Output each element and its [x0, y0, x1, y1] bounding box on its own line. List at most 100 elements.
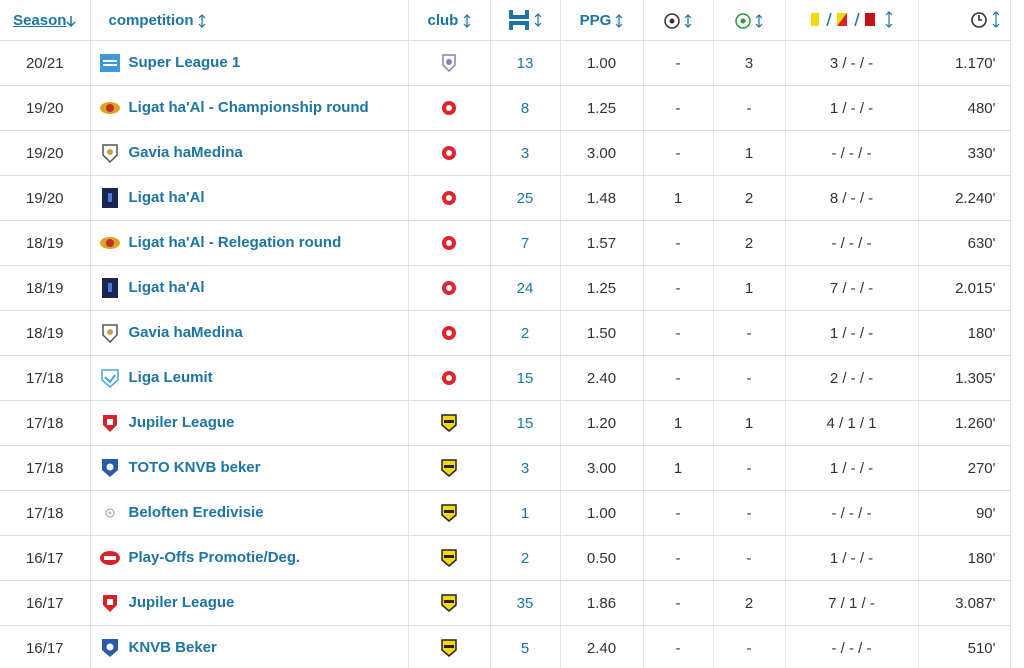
sort-cards[interactable] [785, 0, 919, 41]
competition-cell[interactable]: Super League 1 [90, 40, 409, 86]
table-row: 18/19 Ligat ha'Al - Relegation round 7 1.57… [0, 220, 1011, 266]
appearances-cell[interactable]: 7 [490, 220, 561, 266]
competition-text: Play-Offs Promotie/Deg. [128, 548, 301, 566]
competition-cell[interactable]: Gavia haMedina [90, 130, 409, 176]
appearances-cell[interactable]: 15 [490, 355, 561, 401]
assists-text: - [746, 99, 752, 117]
sort-season[interactable]: Season [0, 0, 91, 41]
competition-cell[interactable]: Play-Offs Promotie/Deg. [90, 535, 409, 581]
assists-text: - [746, 639, 752, 657]
competition-logo [101, 459, 118, 477]
appearances-cell[interactable]: 24 [490, 265, 561, 311]
appearances-cell[interactable]: 5 [490, 625, 561, 668]
appearances-cell[interactable]: 13 [490, 40, 561, 86]
appearances-cell[interactable]: 3 [490, 445, 561, 491]
competition-cell[interactable]: KNVB Beker [90, 625, 409, 668]
club-cell[interactable] [408, 580, 491, 626]
sort-minutes[interactable] [918, 0, 1011, 41]
cards-cell: - / - / - [785, 490, 919, 536]
header-label: club [427, 11, 459, 29]
competition-text: Jupiler League [128, 593, 235, 611]
appearances-cell[interactable]: 2 [490, 535, 561, 581]
club-cell[interactable] [408, 265, 491, 311]
club-cell[interactable] [408, 40, 491, 86]
competition-logo [99, 237, 120, 249]
cards-text: - / - / - [831, 504, 872, 522]
appearances-cell[interactable]: 25 [490, 175, 561, 221]
club-cell[interactable] [408, 175, 491, 221]
competition-logo [99, 54, 120, 72]
sort-appearances[interactable] [490, 0, 561, 41]
season-text: 19/20 [25, 189, 64, 207]
competition-cell[interactable]: Ligat ha'Al [90, 265, 409, 311]
competition-cell[interactable]: Ligat ha'Al - Relegation round [90, 220, 409, 266]
minutes-cell: 2.240' [918, 175, 1011, 221]
assists-cell: 2 [713, 220, 786, 266]
club-cell[interactable] [408, 310, 491, 356]
club-cell[interactable] [408, 130, 491, 176]
appearances-cell[interactable]: 35 [490, 580, 561, 626]
competition-cell[interactable]: Liga Leumit [90, 355, 409, 401]
goals-text: 1 [673, 414, 683, 432]
sort-club[interactable]: club [408, 0, 491, 41]
appearances-text: 3 [520, 144, 530, 162]
goals-text: - [675, 594, 681, 612]
competition-text: KNVB Beker [128, 638, 217, 656]
cards-text: 1 / - / - [829, 549, 874, 567]
club-logo [441, 639, 457, 657]
competition-cell[interactable]: Jupiler League [90, 580, 409, 626]
goals-cell: - [643, 625, 714, 668]
club-logo [442, 236, 456, 250]
sort-competition[interactable]: competition [90, 0, 409, 41]
ppg-text: 2.40 [586, 639, 617, 657]
sort-ppg[interactable]: PPG [560, 0, 644, 41]
appearances-cell[interactable]: 1 [490, 490, 561, 536]
cards-text: - / - / - [831, 234, 872, 252]
club-cell[interactable] [408, 490, 491, 536]
competition-cell[interactable]: Jupiler League [90, 400, 409, 446]
table-row: 16/17 KNVB Beker 5 2.40 - - - / - / - 510' [0, 625, 1011, 668]
sort-assists[interactable] [713, 0, 786, 41]
club-cell[interactable] [408, 355, 491, 401]
goals-cell: - [643, 130, 714, 176]
table-row: 17/18 Liga Leumit 15 2.40 - - 2 / - / - 1.305' [0, 355, 1011, 401]
goals-text: - [675, 504, 681, 522]
assists-cell: - [713, 85, 786, 131]
club-cell[interactable] [408, 535, 491, 581]
minutes-text: 90' [975, 504, 996, 522]
goals-cell: - [643, 355, 714, 401]
sort-goals[interactable] [643, 0, 714, 41]
appearances-text: 15 [516, 369, 534, 387]
appearances-cell[interactable]: 8 [490, 85, 561, 131]
appearances-cell[interactable]: 15 [490, 400, 561, 446]
club-cell[interactable] [408, 220, 491, 266]
competition-cell[interactable]: Beloften Eredivisie [90, 490, 409, 536]
ppg-text: 2.40 [586, 369, 617, 387]
season-cell: 17/18 [0, 400, 91, 446]
cards-cell: - / - / - [785, 130, 919, 176]
competition-text: Ligat ha'Al [128, 188, 205, 206]
season-cell: 19/20 [0, 130, 91, 176]
competition-cell[interactable]: Gavia haMedina [90, 310, 409, 356]
goals-text: 1 [673, 189, 683, 207]
competition-cell[interactable]: Ligat ha'Al [90, 175, 409, 221]
sort-icon [755, 13, 763, 28]
appearances-cell[interactable]: 2 [490, 310, 561, 356]
club-cell[interactable] [408, 625, 491, 668]
season-cell: 19/20 [0, 85, 91, 131]
cards-cell: 7 / - / - [785, 265, 919, 311]
club-cell[interactable] [408, 400, 491, 446]
season-text: 17/18 [25, 414, 64, 432]
cards-text: 1 / - / - [829, 459, 874, 477]
season-text: 16/17 [25, 594, 64, 612]
competition-logo [101, 188, 118, 208]
competition-cell[interactable]: TOTO KNVB beker [90, 445, 409, 491]
competition-cell[interactable]: Ligat ha'Al - Championship round [90, 85, 409, 131]
cards-cell: - / - / - [785, 220, 919, 266]
appearances-cell[interactable]: 3 [490, 130, 561, 176]
club-cell[interactable] [408, 85, 491, 131]
ppg-text: 3.00 [586, 459, 617, 477]
ppg-cell: 3.00 [560, 130, 644, 176]
club-cell[interactable] [408, 445, 491, 491]
appearances-text: 5 [520, 639, 530, 657]
